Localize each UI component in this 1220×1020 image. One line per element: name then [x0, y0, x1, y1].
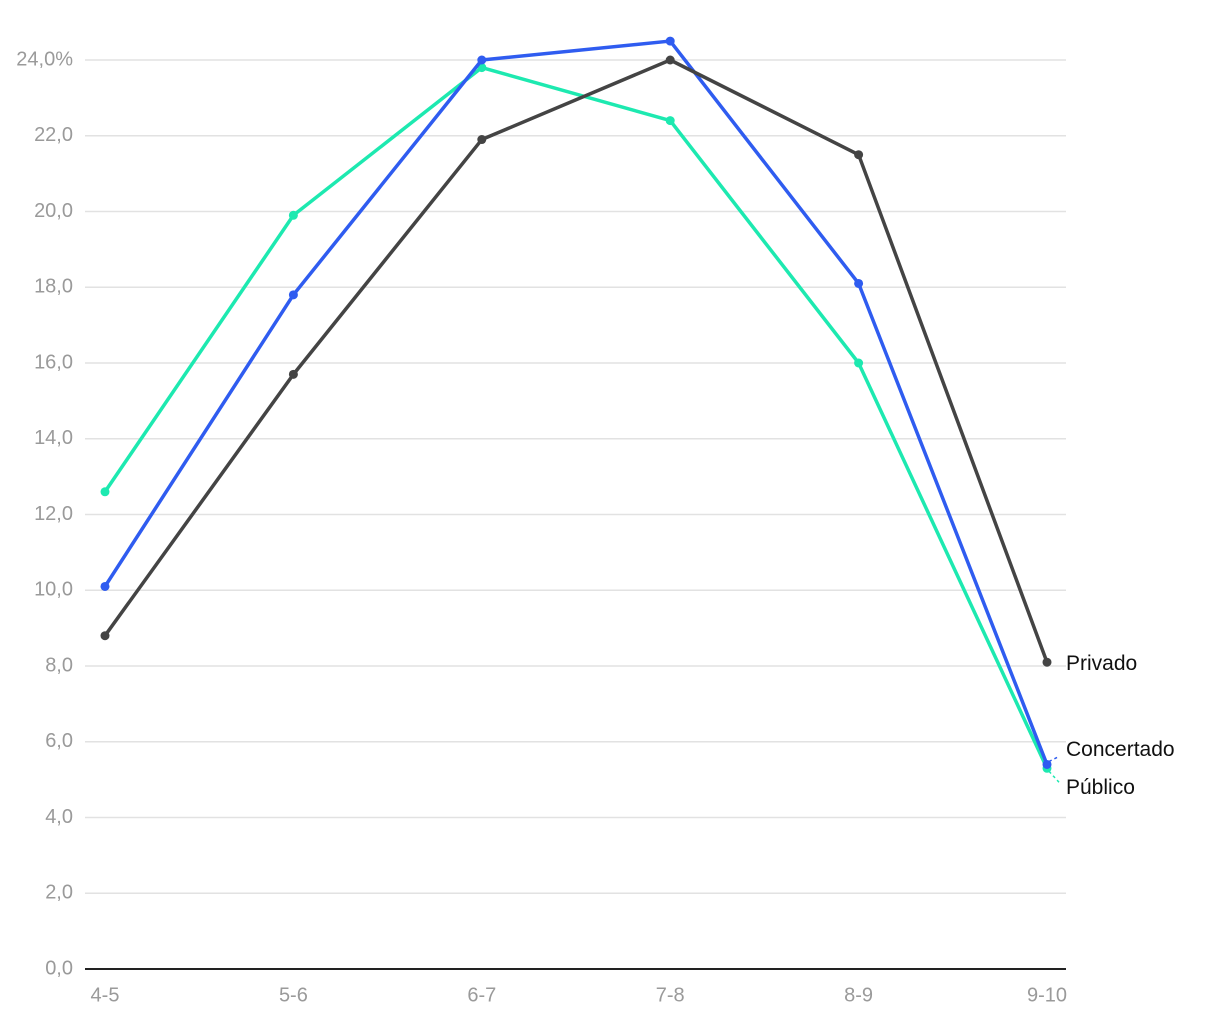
y-tick-label: 16,0	[34, 351, 73, 373]
legend-label: Público	[1066, 776, 1135, 799]
data-point	[1042, 759, 1052, 769]
y-tick-label: 0,0	[45, 957, 73, 979]
label-connector	[1048, 770, 1060, 783]
data-point	[288, 290, 298, 300]
y-tick-label: 24,0%	[16, 48, 73, 70]
y-tick-label: 20,0	[34, 200, 73, 222]
y-tick-label: 6,0	[45, 730, 73, 752]
data-point	[100, 581, 110, 591]
legend-label: Concertado	[1066, 738, 1175, 761]
y-tick-label: 2,0	[45, 882, 73, 904]
x-tick-label: 8-9	[844, 984, 873, 1006]
x-tick-label: 5-6	[279, 984, 308, 1006]
legend-label: Privado	[1066, 652, 1137, 675]
label-connector	[1048, 755, 1060, 763]
y-tick-label: 14,0	[34, 427, 73, 449]
y-tick-label: 22,0	[34, 124, 73, 146]
x-tick-label: 7-8	[656, 984, 685, 1006]
series-line	[103, 65, 1049, 770]
y-tick-label: 4,0	[45, 806, 73, 828]
data-point	[665, 116, 675, 126]
x-tick-label: 4-5	[91, 984, 120, 1006]
data-point	[854, 278, 864, 288]
series-line	[103, 58, 1049, 663]
data-point	[854, 358, 864, 368]
data-point	[665, 36, 675, 46]
data-point	[288, 369, 298, 379]
data-point	[100, 487, 110, 497]
data-point	[100, 631, 110, 641]
data-point	[665, 55, 675, 65]
x-tick-label: 6-7	[467, 984, 496, 1006]
data-point	[477, 135, 487, 145]
y-tick-label: 12,0	[34, 503, 73, 525]
data-point	[288, 210, 298, 220]
y-tick-label: 18,0	[34, 276, 73, 298]
data-point	[477, 55, 487, 65]
series-line	[103, 39, 1049, 766]
y-tick-label: 8,0	[45, 654, 73, 676]
data-point	[1042, 657, 1052, 667]
x-tick-label: 9-10	[1027, 984, 1067, 1006]
y-tick-label: 10,0	[34, 579, 73, 601]
data-point	[854, 150, 864, 160]
